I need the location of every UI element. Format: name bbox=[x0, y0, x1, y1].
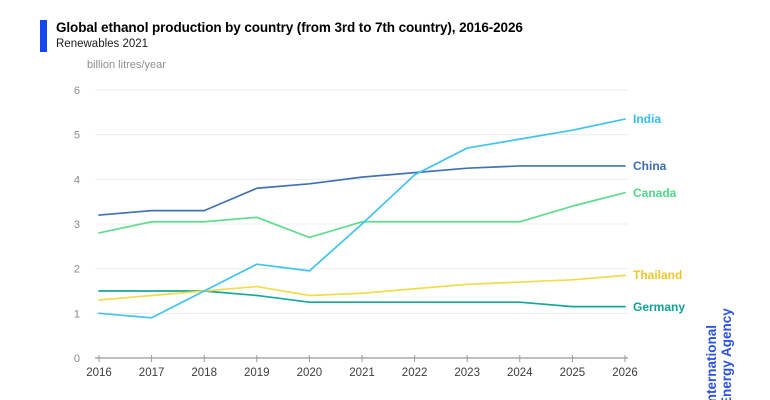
series-line-thailand bbox=[98, 274, 626, 301]
x-tick-label: 2020 bbox=[297, 367, 323, 379]
x-tick-label: 2025 bbox=[560, 367, 586, 379]
y-axis-unit-label: billion litres/year bbox=[87, 59, 166, 71]
series-label-germany: Germany bbox=[633, 299, 686, 314]
x-tick-label: 2016 bbox=[86, 367, 112, 379]
series-line-germany bbox=[98, 290, 626, 308]
x-tick-label: 2023 bbox=[454, 367, 480, 379]
y-tick-label: 1 bbox=[74, 308, 80, 320]
y-tick-label: 0 bbox=[74, 353, 80, 365]
page-subtitle: Renewables 2021 bbox=[56, 38, 149, 50]
x-tick-label: 2017 bbox=[139, 367, 165, 379]
title-accent-bar bbox=[40, 20, 47, 52]
y-tick-label: 2 bbox=[74, 264, 80, 276]
series-line-china bbox=[98, 165, 626, 216]
series-label-china: China bbox=[633, 158, 667, 173]
iea-logo-line2: Energy Agency bbox=[719, 308, 735, 400]
x-tick-label: 2024 bbox=[507, 367, 533, 379]
y-tick-label: 5 bbox=[74, 130, 80, 142]
x-tick-label: 2021 bbox=[349, 367, 375, 379]
series-line-india bbox=[98, 118, 626, 319]
x-tick-label: 2022 bbox=[402, 367, 428, 379]
x-tick-label: 2026 bbox=[612, 367, 638, 379]
iea-logo-line1: International bbox=[704, 324, 719, 400]
iea-logo: International Energy Agency bbox=[704, 276, 740, 400]
y-tick-label: 3 bbox=[74, 219, 80, 231]
page-title: Global ethanol production by country (fr… bbox=[56, 20, 523, 35]
x-tick-label: 2019 bbox=[244, 367, 270, 379]
y-tick-label: 4 bbox=[74, 174, 80, 186]
series-line-canada bbox=[98, 191, 626, 239]
series-label-thailand: Thailand bbox=[633, 268, 683, 283]
series-label-canada: Canada bbox=[633, 185, 677, 200]
y-tick-label: 6 bbox=[74, 85, 80, 97]
x-tick-label: 2018 bbox=[191, 367, 217, 379]
series-label-india: India bbox=[633, 112, 662, 127]
